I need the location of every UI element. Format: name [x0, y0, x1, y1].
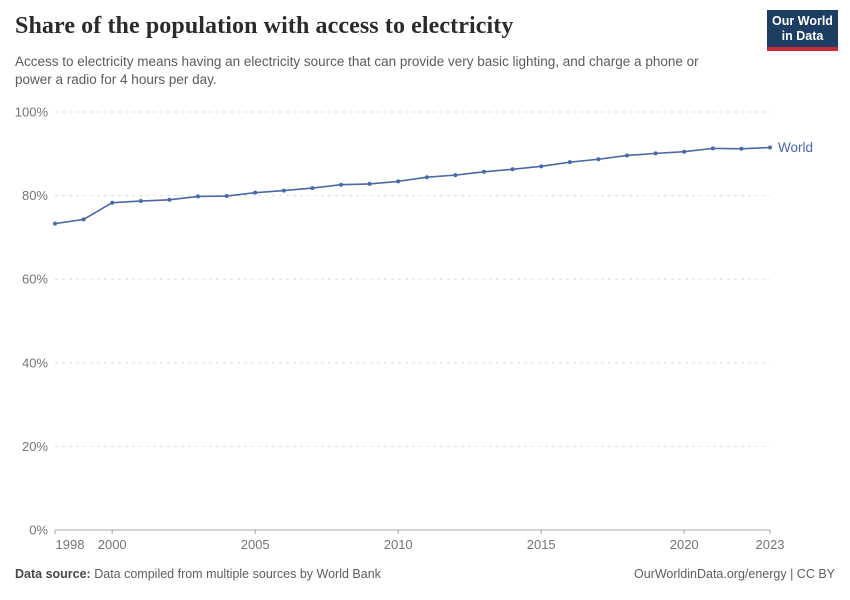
x-axis-tick-label: 1998: [56, 537, 85, 552]
data-point[interactable]: [310, 186, 315, 191]
data-point[interactable]: [710, 146, 715, 151]
owid-logo[interactable]: Our World in Data: [767, 10, 838, 51]
x-axis-tick-label: 2010: [384, 537, 413, 552]
y-axis-tick-label: 0%: [29, 523, 48, 538]
y-axis-tick-label: 100%: [15, 105, 49, 120]
data-point[interactable]: [53, 221, 57, 226]
data-point[interactable]: [739, 146, 744, 151]
data-point[interactable]: [253, 190, 258, 195]
data-point[interactable]: [510, 167, 515, 172]
data-point[interactable]: [367, 181, 372, 186]
data-point[interactable]: [224, 194, 229, 199]
data-point[interactable]: [424, 175, 429, 180]
data-point[interactable]: [110, 200, 115, 205]
y-axis-tick-label: 20%: [22, 439, 48, 454]
y-axis-tick-label: 80%: [22, 188, 48, 203]
data-point[interactable]: [453, 173, 458, 178]
page-title: Share of the population with access to e…: [15, 13, 514, 39]
data-point[interactable]: [625, 153, 629, 158]
x-axis-tick-label: 2015: [527, 537, 556, 552]
data-point[interactable]: [196, 194, 200, 199]
data-point[interactable]: [682, 149, 687, 154]
data-source-label: Data source:: [15, 567, 91, 581]
owid-url-link[interactable]: OurWorldinData.org/energy | CC BY: [633, 567, 835, 581]
y-axis-tick-label: 40%: [22, 355, 48, 370]
series-label[interactable]: World: [778, 140, 813, 155]
data-source-note: Data source: Data compiled from multiple…: [15, 566, 381, 583]
chart-footer: Data source: Data compiled from multiple…: [15, 566, 835, 583]
data-point[interactable]: [81, 217, 86, 222]
data-point[interactable]: [596, 157, 601, 162]
owid-logo-line2: in Data: [781, 29, 824, 43]
data-point[interactable]: [339, 182, 343, 187]
series-line-world[interactable]: [54, 146, 771, 225]
data-point[interactable]: [138, 199, 143, 204]
data-point[interactable]: [567, 160, 572, 165]
data-point[interactable]: [281, 188, 286, 193]
data-point[interactable]: [167, 197, 172, 202]
x-axis-tick-label: 2005: [241, 537, 270, 552]
data-point[interactable]: [768, 145, 772, 150]
data-point[interactable]: [396, 179, 401, 184]
line-chart: 0% 20% 40% 60% 80% 100% 1998 2000 2005 2010 2015 20…: [15, 105, 813, 553]
x-axis-tick-label: 2000: [98, 537, 127, 552]
data-point[interactable]: [482, 169, 486, 174]
data-point[interactable]: [539, 164, 544, 169]
owid-logo-line1: Our World: [772, 14, 833, 28]
y-axis-tick-label: 60%: [22, 272, 48, 287]
x-axis-tick-label: 2023: [756, 537, 785, 552]
data-point[interactable]: [653, 151, 658, 156]
data-source-text: Data compiled from multiple sources by W…: [94, 567, 381, 581]
x-axis-tick-label: 2020: [670, 537, 699, 552]
chart-subtitle: Access to electricity means having an el…: [15, 54, 699, 87]
